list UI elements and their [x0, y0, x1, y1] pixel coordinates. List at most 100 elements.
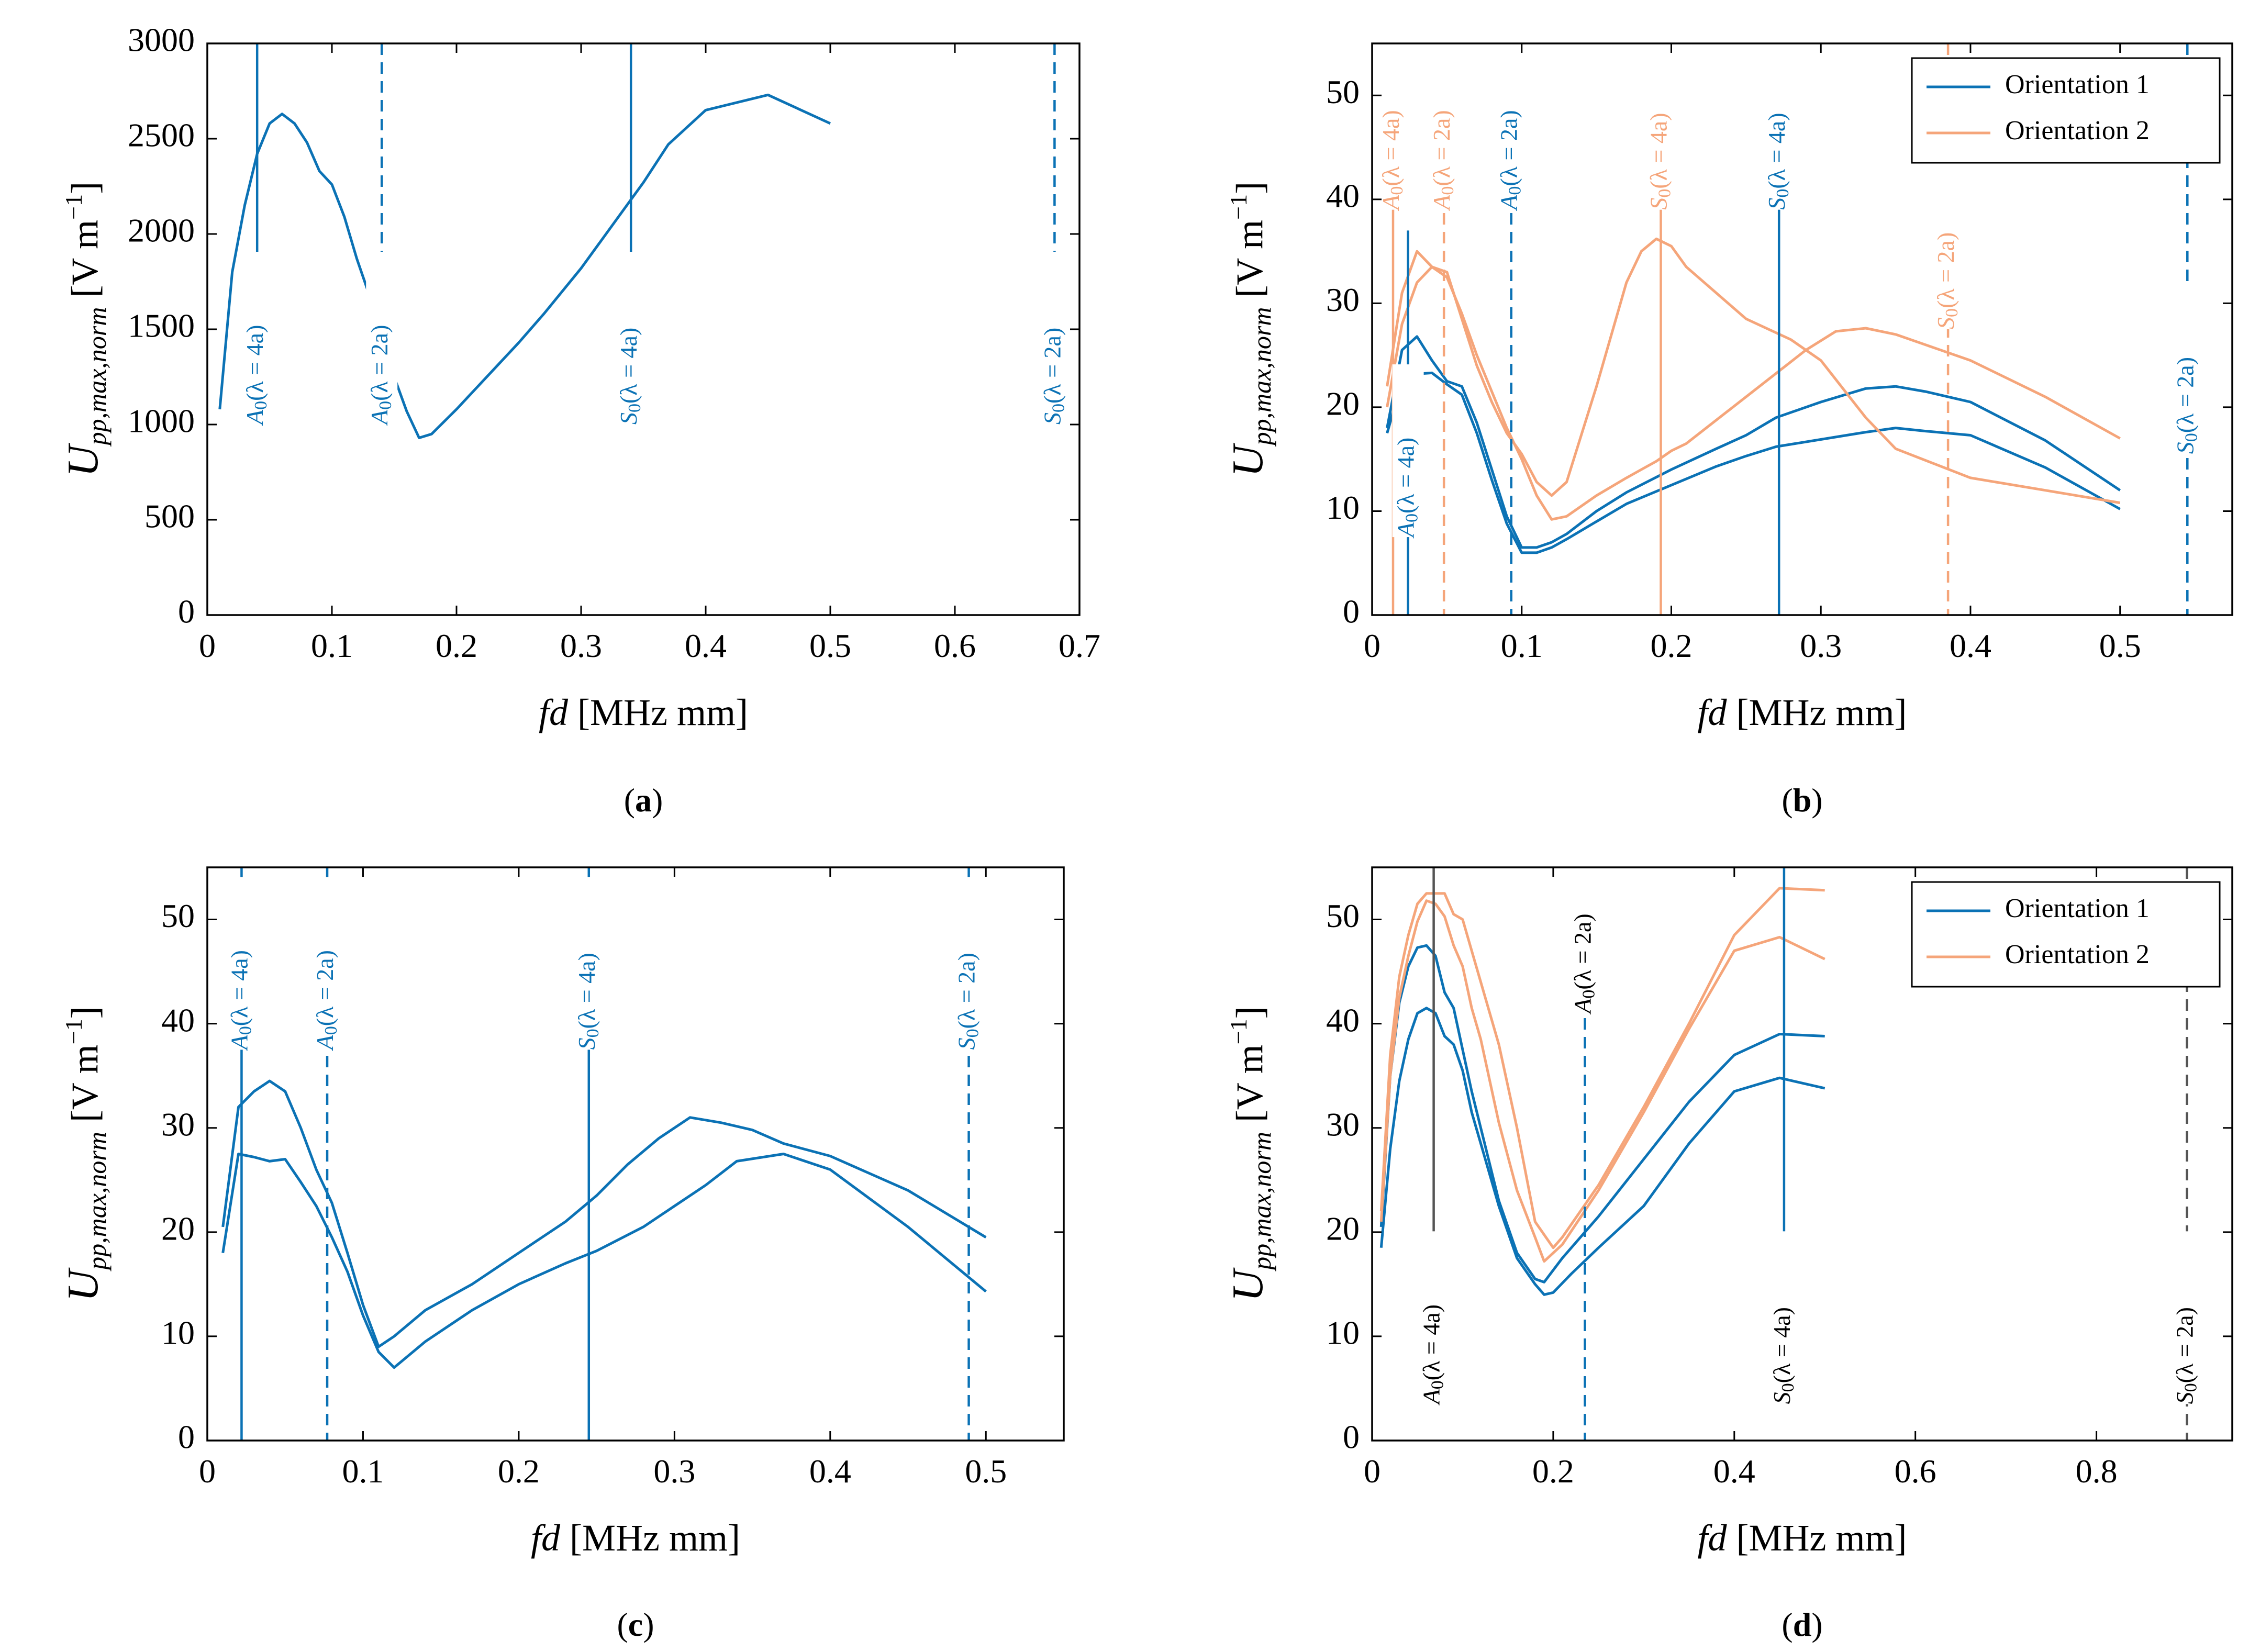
- x-tick-label: 0.4: [1950, 627, 1991, 664]
- mode-label-mode: A: [241, 409, 268, 426]
- x-tick-label: 0.4: [685, 627, 727, 664]
- series-line-1: [1379, 944, 1825, 1283]
- mode-label-bg: [1768, 1231, 1800, 1404]
- x-tick-label: 0.4: [1713, 1453, 1755, 1490]
- y-tick-label: 50: [1326, 73, 1360, 110]
- mode-label-bg: [1428, 37, 1460, 210]
- y-tick-label: 20: [1326, 385, 1360, 422]
- mode-label-sub: 0: [1655, 189, 1674, 198]
- y-tick-label: 10: [1326, 1314, 1360, 1352]
- mode-label-mode: S: [953, 1037, 979, 1050]
- mode-label-mode: S: [1763, 198, 1790, 210]
- mode-label-arg: (λ = 4a): [1377, 110, 1404, 186]
- y-tick-label: 40: [1326, 1001, 1360, 1039]
- y-tick-label: 40: [161, 1001, 195, 1039]
- mode-label-bg: [1645, 37, 1677, 210]
- mode-label-bg: [1392, 364, 1424, 538]
- y-tick-label: 0: [1343, 1419, 1360, 1456]
- mode-label-arg: (λ = 4a): [1645, 113, 1672, 188]
- mode-label-sub: 0: [236, 1026, 255, 1035]
- mode-label-bg: [2172, 281, 2203, 454]
- x-tick-label: 0.3: [653, 1453, 695, 1490]
- mode-label-mode: A: [1418, 1389, 1444, 1405]
- mode-label-sub: 0: [2181, 1383, 2200, 1392]
- x-tick-label: 0.4: [809, 1453, 851, 1490]
- x-tick-label: 0.1: [342, 1453, 384, 1490]
- y-tick-label: 30: [161, 1106, 195, 1143]
- legend-label: Orientation 1: [2005, 70, 2150, 99]
- y-tick-label: 0: [178, 1419, 195, 1456]
- x-tick-label: 0.2: [436, 627, 477, 664]
- x-axis-label: fd [MHz mm]: [1698, 1517, 1907, 1559]
- mode-label-mode: S: [615, 412, 642, 425]
- panel-caption: (d): [1782, 1606, 1822, 1643]
- mode-label-mode: S: [2171, 1392, 2198, 1404]
- mode-label-bg: [1377, 37, 1409, 210]
- series-line-2: [221, 1153, 987, 1369]
- mode-label: A0(λ = 4a): [241, 325, 271, 426]
- mode-label-mode: A: [1392, 522, 1419, 539]
- mode-label-bg: [2171, 1231, 2203, 1404]
- mode-label-sub: 0: [583, 1029, 603, 1037]
- mode-label-sub: 0: [625, 404, 644, 412]
- mode-label-bg: [311, 877, 343, 1050]
- x-tick-label: 0: [1364, 1453, 1381, 1490]
- x-tick-label: 0.3: [1800, 627, 1842, 664]
- y-tick-label: 20: [1326, 1210, 1360, 1247]
- mode-label: S0(λ = 2a): [1932, 232, 1962, 329]
- x-axis-label: fd [MHz mm]: [1698, 691, 1907, 733]
- mode-label-mode: S: [573, 1037, 599, 1050]
- mode-label-bg: [573, 877, 605, 1050]
- y-tick-label: 0: [1343, 593, 1360, 630]
- mode-label-arg: (λ = 2a): [1428, 110, 1455, 186]
- x-tick-label: 0.2: [1532, 1453, 1574, 1490]
- panel-caption: (c): [617, 1606, 654, 1643]
- y-tick-label: 20: [161, 1210, 195, 1247]
- mode-label-arg: (λ = 2a): [311, 950, 338, 1026]
- legend-label: Orientation 1: [2005, 894, 2150, 923]
- mode-label-mode: S: [1932, 317, 1959, 329]
- mode-label-sub: 0: [1428, 1380, 1447, 1389]
- mode-label-mode: A: [1377, 195, 1404, 211]
- x-axis-label: fd [MHz mm]: [531, 1517, 740, 1559]
- x-tick-label: 0.2: [498, 1453, 540, 1490]
- mode-label-arg: (λ = 4a): [241, 325, 268, 401]
- mode-label-bg: [1495, 37, 1527, 210]
- plot-frame: [1371, 866, 2233, 1442]
- mode-label-sub: 0: [963, 1029, 982, 1037]
- mode-label-sub: 0: [1778, 1383, 1798, 1392]
- x-tick-label: 0.2: [1650, 627, 1692, 664]
- mode-label-arg: (λ = 2a): [1495, 110, 1522, 186]
- y-tick-label: 40: [1326, 177, 1360, 215]
- x-tick-label: 0.5: [2099, 627, 2141, 664]
- mode-label: S0(λ = 4a): [1768, 1307, 1797, 1404]
- x-tick-label: 0.6: [1895, 1453, 1936, 1490]
- legend-label: Orientation 2: [2005, 940, 2150, 969]
- series-line-3: [1386, 250, 2121, 521]
- mode-label: A0(λ = 2a): [366, 325, 395, 426]
- series-line-1: [221, 1079, 987, 1348]
- x-tick-label: 0.6: [934, 627, 976, 664]
- legend-box: [1911, 881, 2221, 988]
- mode-label: S0(λ = 2a): [1039, 328, 1068, 425]
- mode-label-arg: (λ = 2a): [1569, 913, 1596, 989]
- y-tick-label: 500: [144, 498, 195, 535]
- mode-label-sub: 0: [1773, 189, 1793, 198]
- mode-label: S0(λ = 4a): [1645, 113, 1674, 209]
- panel-caption: (a): [624, 782, 663, 819]
- mode-label-bg: [226, 877, 258, 1050]
- chart-panel-1: A0(λ = 4a) A0(λ = 2a) S0 (λ = 4a) S0(λ = 2a)…: [59, 21, 1100, 819]
- plot-frame: [206, 866, 1065, 1442]
- mode-label-arg: (λ = 4a): [1768, 1307, 1795, 1383]
- series-line-1: [1386, 335, 2121, 549]
- mode-label-mode: S: [1768, 1392, 1795, 1404]
- mode-label-arg: (λ = 2a): [366, 325, 393, 401]
- y-tick-label: 30: [1326, 1106, 1360, 1143]
- x-tick-label: 0.7: [1059, 627, 1100, 664]
- mode-label: A0(λ = 2a): [311, 950, 341, 1051]
- x-tick-label: 0.3: [560, 627, 602, 664]
- x-tick-label: 0.5: [809, 627, 851, 664]
- legend-box: [1911, 57, 2221, 164]
- mode-label: S0(λ = 4a): [573, 953, 602, 1050]
